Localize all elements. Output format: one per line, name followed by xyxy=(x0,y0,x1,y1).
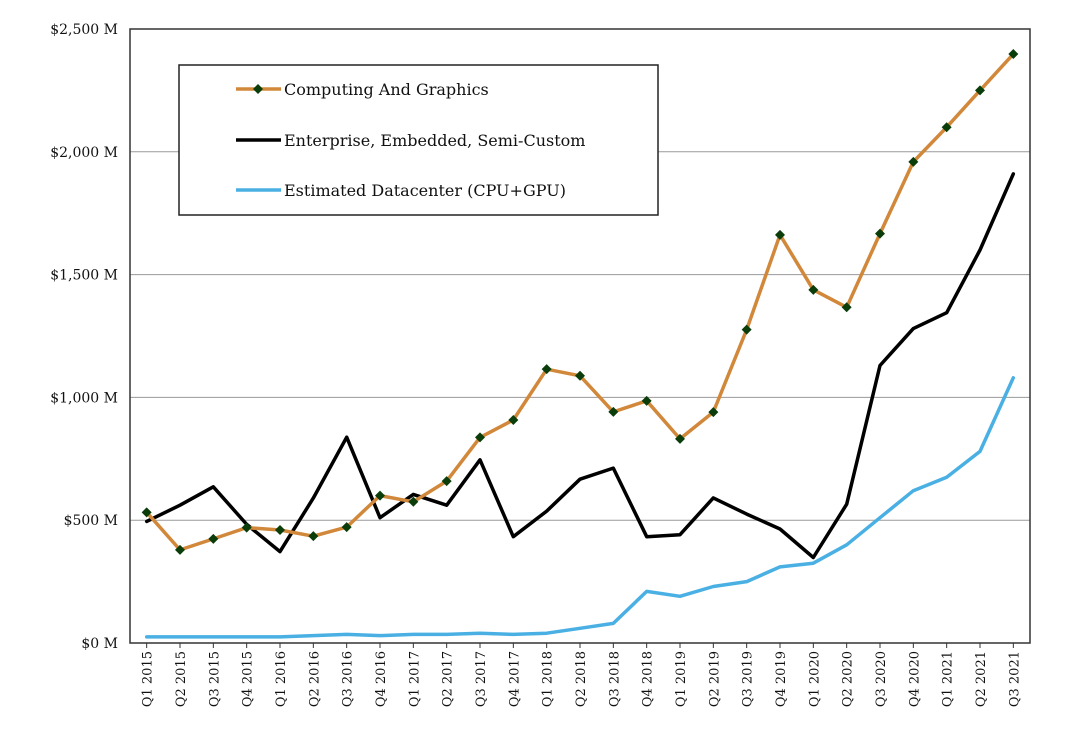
series-line-1 xyxy=(144,172,1016,560)
x-tick-label: Q2 2020 xyxy=(841,651,856,707)
x-tick-label: Q1 2017 xyxy=(407,651,422,707)
data-point-marker xyxy=(875,228,885,239)
y-tick-label: $2,500 M xyxy=(50,22,118,38)
data-point-marker xyxy=(308,531,319,542)
y-tick-label: $0 M xyxy=(81,636,118,652)
data-point-marker xyxy=(375,490,385,501)
series-line-2 xyxy=(144,376,1016,639)
data-point-marker xyxy=(208,533,219,544)
x-tick-label: Q3 2017 xyxy=(474,651,489,707)
x-tick-label: Q3 2016 xyxy=(341,651,356,707)
data-point-marker xyxy=(275,525,285,536)
legend-label: Estimated Datacenter (CPU+GPU) xyxy=(284,181,566,200)
data-point-marker xyxy=(641,395,652,406)
x-tick-label: Q3 2015 xyxy=(207,651,222,707)
x-tick-label: Q4 2016 xyxy=(374,651,389,707)
legend-label: Computing And Graphics xyxy=(284,80,489,99)
y-tick-label: $1,000 M xyxy=(50,390,118,406)
data-point-marker xyxy=(608,406,619,417)
data-point-marker xyxy=(475,432,485,443)
data-point-marker xyxy=(175,544,185,555)
data-point-marker xyxy=(241,522,252,533)
y-tick-label: $1,500 M xyxy=(50,268,118,284)
y-tick-label: $500 M xyxy=(64,513,118,529)
x-tick-label: Q3 2020 xyxy=(874,651,889,707)
x-tick-label: Q4 2017 xyxy=(507,651,522,707)
data-point-marker xyxy=(575,370,585,381)
data-point-marker xyxy=(975,85,985,96)
x-tick-label: Q2 2021 xyxy=(974,651,989,707)
x-tick-label: Q2 2016 xyxy=(307,651,322,707)
legend: Computing And Graphics Enterprise, Embedd… xyxy=(178,64,659,216)
data-point-marker xyxy=(441,476,452,487)
data-point-marker xyxy=(508,414,519,425)
x-tick-label: Q4 2018 xyxy=(641,651,656,707)
y-axis-tick-labels: $0 M $500 M $1,000 M $1,500 M $2,000 M $2,500… xyxy=(50,22,118,652)
x-tick-label: Q3 2018 xyxy=(607,651,622,707)
data-point-marker xyxy=(841,302,852,313)
data-point-marker xyxy=(541,364,552,375)
x-tick-label: Q2 2018 xyxy=(574,651,589,707)
data-point-marker xyxy=(908,156,919,167)
x-tick-label: Q1 2016 xyxy=(274,651,289,707)
x-tick-label: Q2 2019 xyxy=(707,651,722,707)
data-point-marker xyxy=(775,229,785,240)
x-tick-label: Q3 2019 xyxy=(741,651,756,707)
x-tick-label: Q4 2015 xyxy=(241,651,256,707)
data-point-marker xyxy=(1008,49,1019,60)
y-tick-label: $2,000 M xyxy=(50,145,118,161)
data-point-marker xyxy=(341,522,352,533)
x-tick-label: Q3 2021 xyxy=(1007,651,1022,707)
data-point-marker xyxy=(141,507,152,518)
data-point-marker xyxy=(808,284,819,295)
x-tick-label: Q1 2020 xyxy=(807,651,822,707)
series-lines xyxy=(141,49,1019,639)
x-tick-label: Q1 2015 xyxy=(141,651,156,707)
x-tick-label: Q1 2019 xyxy=(674,651,689,707)
data-point-marker xyxy=(675,433,685,444)
x-tick-label: Q4 2020 xyxy=(907,651,922,707)
x-tick-label: Q2 2015 xyxy=(174,651,189,707)
x-tick-label: Q1 2018 xyxy=(541,651,556,707)
data-point-marker xyxy=(741,324,752,335)
legend-marker xyxy=(253,84,263,94)
legend-label: Enterprise, Embedded, Semi-Custom xyxy=(284,131,585,150)
data-point-marker xyxy=(708,407,719,418)
x-tick-label: Q2 2017 xyxy=(441,651,456,707)
data-point-marker xyxy=(941,122,952,133)
x-tick-label: Q1 2021 xyxy=(941,651,956,707)
x-axis-tick-labels: Q1 2015 Q2 2015 Q3 2015 Q4 2015 Q1 2016 Q2 20… xyxy=(141,643,1022,707)
data-point-marker xyxy=(408,496,419,507)
x-tick-label: Q4 2019 xyxy=(774,651,789,707)
